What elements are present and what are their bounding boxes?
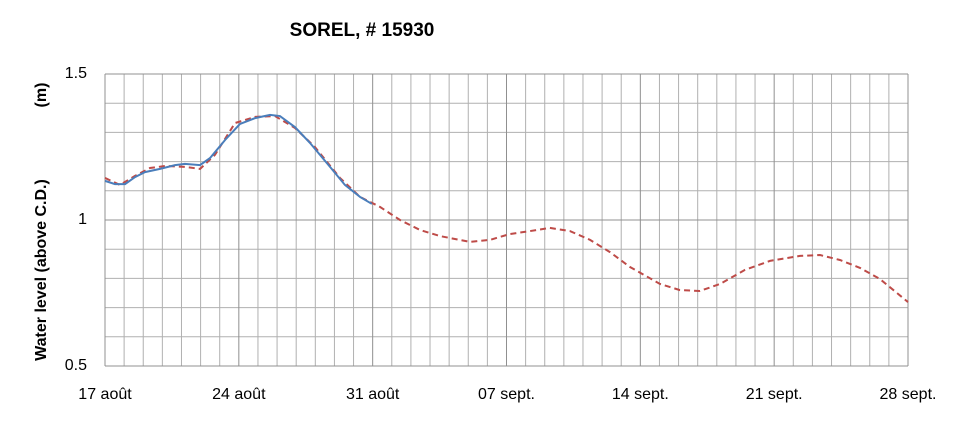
x-tick-label: 21 sept. — [746, 386, 803, 403]
y-tick-label: 1.5 — [65, 65, 87, 82]
x-tick-label: 24 août — [212, 386, 266, 403]
series-line — [104, 113, 373, 205]
x-tick-label: 28 sept. — [880, 386, 937, 403]
x-tick-label: 17 août — [78, 386, 132, 403]
chart-title: SOREL, # 15930 — [290, 20, 435, 41]
x-tick-label: 31 août — [346, 386, 400, 403]
y-axis-unit: (m) — [33, 83, 50, 108]
y-tick-label: 1 — [78, 211, 87, 228]
y-tick-label: 0.5 — [65, 357, 87, 374]
x-tick-label: 14 sept. — [612, 386, 669, 403]
series-line — [104, 115, 909, 303]
x-tick-label: 07 sept. — [478, 386, 535, 403]
y-axis-label: Water level (above C.D.) — [33, 179, 50, 361]
